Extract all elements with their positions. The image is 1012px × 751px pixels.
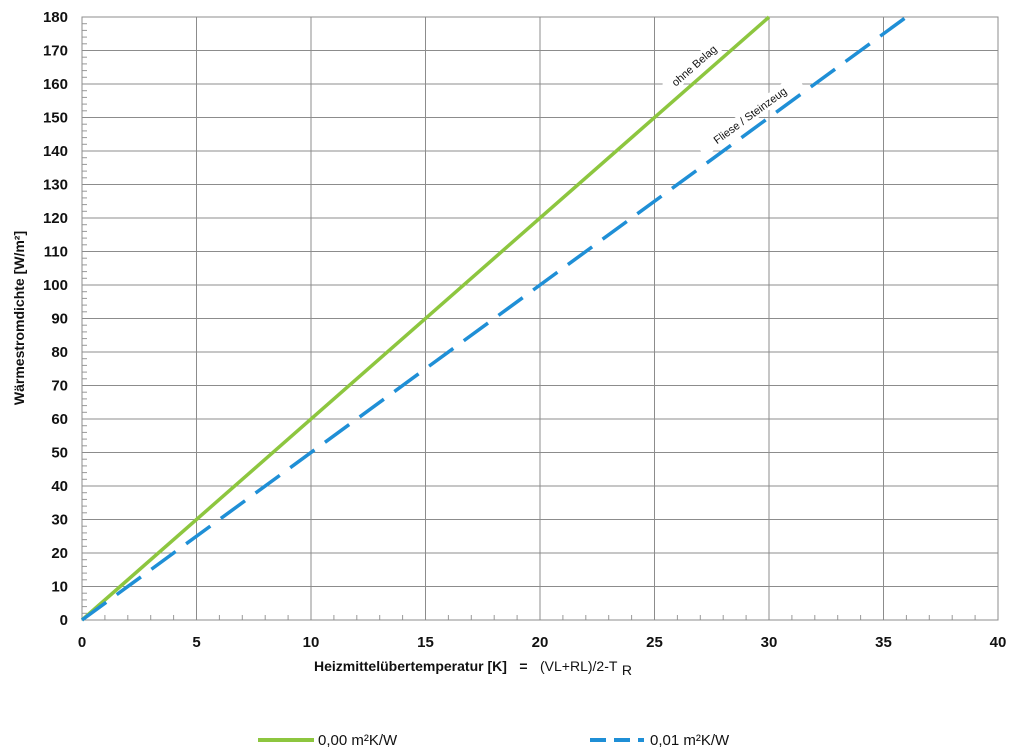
y-tick-label: 10 — [51, 579, 68, 596]
y-tick-label: 20 — [51, 545, 68, 562]
x-axis-label: Heizmittelübertemperatur [K] — [314, 658, 507, 674]
annotation-background — [696, 73, 804, 157]
legend: 0,00 m²K/W 0,01 m²K/W — [258, 732, 730, 749]
y-tick-label: 0 — [60, 612, 68, 629]
tick-labels: 0 5 10 15 20 25 30 35 40 0 10 20 30 40 50 60 70 80 90 100 11… — [43, 9, 1006, 651]
x-axis-equals: = — [519, 658, 527, 674]
grid — [81, 16, 999, 621]
x-tick-label: 20 — [532, 634, 549, 651]
y-tick-label: 50 — [51, 445, 68, 462]
annotation-background — [662, 36, 726, 95]
y-tick-label: 120 — [43, 210, 68, 227]
y-tick-label: 70 — [51, 378, 68, 395]
y-tick-label: 180 — [43, 9, 68, 26]
series-layer — [80, 15, 908, 622]
x-tick-label: 25 — [646, 634, 663, 651]
series-line-0 — [80, 15, 771, 622]
x-tick-label: 30 — [761, 634, 778, 651]
y-tick-label: 140 — [43, 143, 68, 160]
x-axis-formula-subscript: R — [622, 662, 632, 678]
y-tick-label: 80 — [51, 344, 68, 361]
y-tick-label: 40 — [51, 478, 68, 495]
legend-item-1: 0,01 m²K/W — [590, 732, 730, 749]
x-tick-label: 0 — [78, 634, 86, 651]
y-tick-label: 130 — [43, 177, 68, 194]
legend-label-1: 0,01 m²K/W — [650, 732, 730, 749]
x-tick-label: 15 — [417, 634, 434, 651]
y-tick-label: 150 — [43, 110, 68, 127]
annotation-1: Fliese / Steinzeug — [696, 73, 804, 157]
y-tick-label: 110 — [44, 244, 68, 261]
y-tick-label: 160 — [43, 76, 68, 93]
annotation-text: Fliese / Steinzeug — [712, 86, 790, 147]
x-tick-label: 5 — [192, 634, 200, 651]
y-tick-label: 100 — [43, 277, 68, 294]
x-axis-title: Heizmittelübertemperatur [K] = (VL+RL)/2… — [314, 658, 632, 678]
x-tick-label: 35 — [875, 634, 892, 651]
y-axis-title: Wärmestromdichte [W/m²] — [11, 231, 27, 405]
y-tick-label: 60 — [51, 411, 68, 428]
legend-item-0: 0,00 m²K/W — [258, 732, 398, 749]
x-tick-label: 40 — [990, 634, 1007, 651]
y-tick-label: 90 — [51, 311, 68, 328]
x-tick-label: 10 — [303, 634, 320, 651]
legend-label-0: 0,00 m²K/W — [318, 732, 398, 749]
x-axis-formula: (VL+RL)/2-T — [540, 658, 618, 674]
y-tick-label: 170 — [43, 43, 68, 60]
y-tick-label: 30 — [51, 512, 68, 529]
